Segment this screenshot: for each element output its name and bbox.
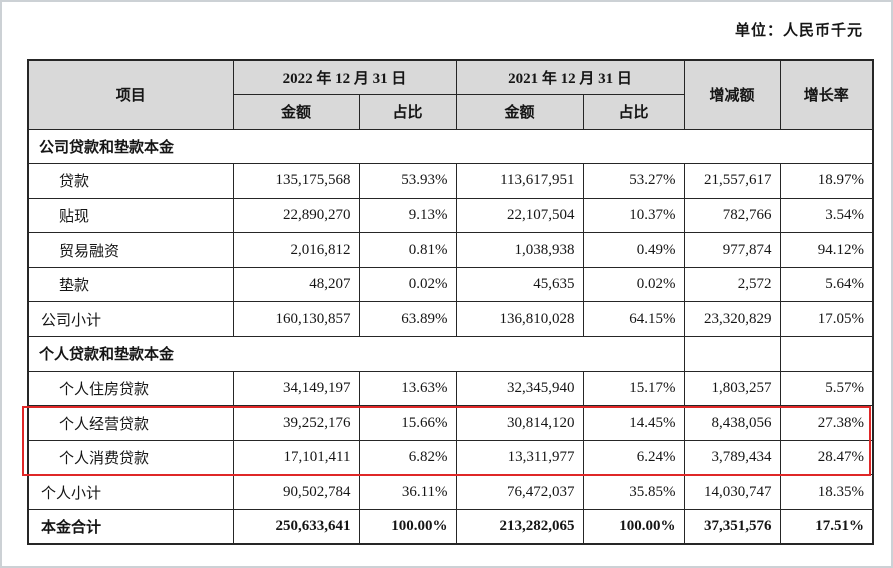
cell-change-amount: 21,557,617 — [683, 163, 781, 199]
cell-amount-2022: 90,502,784 — [232, 474, 360, 511]
cell-ratio-2021: 100.00% — [582, 509, 685, 545]
unit-label: 单位：人民币千元 — [734, 23, 863, 39]
cell-growth-rate: 28.47% — [779, 439, 874, 476]
cell-ratio-2022: 63.89% — [358, 301, 457, 338]
cell-amount-2021: 13,311,977 — [455, 439, 584, 476]
cell-amount-2022: 17,101,411 — [232, 439, 360, 476]
loan-principal-table: 项目 2022 年 12 月 31 日 2021 年 12 月 31 日 增减额… — [27, 59, 875, 546]
cell-ratio-2022: 13.63% — [358, 370, 457, 407]
row-label: 个人经营贷款 — [27, 405, 234, 441]
cell-ratio-2022: 100.00% — [358, 509, 457, 545]
header-amount-2021: 金额 — [455, 94, 584, 130]
cell-ratio-2021: 0.02% — [582, 266, 685, 303]
header-date-2021: 2021 年 12 月 31 日 — [455, 59, 685, 95]
cell-ratio-2021: 14.45% — [582, 405, 685, 441]
cell-change-amount: 977,874 — [683, 232, 781, 268]
row-label: 本金合计 — [27, 509, 234, 545]
cell-growth-rate: 94.12% — [779, 232, 874, 268]
cell-ratio-2022: 15.66% — [358, 405, 457, 441]
cell-growth-rate: 18.97% — [779, 163, 874, 199]
cell-ratio-2022: 36.11% — [358, 474, 457, 511]
cell-amount-2022: 39,252,176 — [232, 405, 360, 441]
cell-growth-rate: 3.54% — [779, 197, 874, 234]
header-date-2022: 2022 年 12 月 31 日 — [232, 59, 457, 95]
cell-amount-2022: 250,633,641 — [232, 509, 360, 545]
cell-ratio-2022: 53.93% — [358, 163, 457, 199]
cell-change-amount: 37,351,576 — [683, 509, 781, 545]
section-label: 公司贷款和垫款本金 — [27, 128, 874, 165]
cell-ratio-2021: 0.49% — [582, 232, 685, 268]
row-label: 垫款 — [27, 266, 234, 303]
header-item: 项目 — [27, 59, 234, 130]
cell-amount-2021: 45,635 — [455, 266, 584, 303]
cell-amount-2022: 22,890,270 — [232, 197, 360, 234]
cell-amount-2021: 113,617,951 — [455, 163, 584, 199]
table-row: 贸易融资 2,016,812 0.81% 1,038,938 0.49% 977… — [27, 232, 874, 268]
cell-amount-2022: 135,175,568 — [232, 163, 360, 199]
cell-amount-2021: 213,282,065 — [455, 509, 584, 545]
cell-amount-2021: 76,472,037 — [455, 474, 584, 511]
cell-ratio-2021: 53.27% — [582, 163, 685, 199]
cell-change-amount: 2,572 — [683, 266, 781, 303]
cell-change-amount: 1,803,257 — [683, 370, 781, 407]
empty-cell — [683, 336, 781, 372]
cell-amount-2021: 22,107,504 — [455, 197, 584, 234]
table-header: 项目 2022 年 12 月 31 日 2021 年 12 月 31 日 增减额… — [27, 59, 874, 130]
row-label: 贷款 — [27, 163, 234, 199]
subtotal-row-corporate: 公司小计 160,130,857 63.89% 136,810,028 64.1… — [27, 301, 874, 338]
cell-ratio-2021: 15.17% — [582, 370, 685, 407]
row-label: 贸易融资 — [27, 232, 234, 268]
cell-growth-rate: 17.51% — [779, 509, 874, 545]
total-row: 本金合计 250,633,641 100.00% 213,282,065 100… — [27, 509, 874, 545]
cell-ratio-2021: 35.85% — [582, 474, 685, 511]
cell-growth-rate: 27.38% — [779, 405, 874, 441]
cell-amount-2021: 1,038,938 — [455, 232, 584, 268]
cell-amount-2021: 136,810,028 — [455, 301, 584, 338]
section-row-corporate: 公司贷款和垫款本金 — [27, 128, 874, 165]
cell-change-amount: 782,766 — [683, 197, 781, 234]
cell-amount-2021: 32,345,940 — [455, 370, 584, 407]
cell-change-amount: 3,789,434 — [683, 439, 781, 476]
cell-amount-2021: 30,814,120 — [455, 405, 584, 441]
row-label: 个人小计 — [27, 474, 234, 511]
cell-growth-rate: 5.64% — [779, 266, 874, 303]
cell-amount-2022: 2,016,812 — [232, 232, 360, 268]
header-ratio-2021: 占比 — [582, 94, 685, 130]
header-amount-2022: 金额 — [232, 94, 360, 130]
cell-ratio-2021: 10.37% — [582, 197, 685, 234]
cell-growth-rate: 5.57% — [779, 370, 874, 407]
cell-change-amount: 23,320,829 — [683, 301, 781, 338]
cell-ratio-2022: 9.13% — [358, 197, 457, 234]
cell-change-amount: 14,030,747 — [683, 474, 781, 511]
table-row-highlighted: 个人消费贷款 17,101,411 6.82% 13,311,977 6.24%… — [27, 439, 874, 476]
empty-cell — [779, 336, 874, 372]
section-row-personal: 个人贷款和垫款本金 — [27, 336, 874, 372]
cell-ratio-2022: 0.02% — [358, 266, 457, 303]
row-label: 个人住房贷款 — [27, 370, 234, 407]
cell-ratio-2022: 6.82% — [358, 439, 457, 476]
table-row: 贷款 135,175,568 53.93% 113,617,951 53.27%… — [27, 163, 874, 199]
table-row-highlighted: 个人经营贷款 39,252,176 15.66% 30,814,120 14.4… — [27, 405, 874, 441]
cell-amount-2022: 160,130,857 — [232, 301, 360, 338]
cell-growth-rate: 18.35% — [779, 474, 874, 511]
cell-growth-rate: 17.05% — [779, 301, 874, 338]
subtotal-row-personal: 个人小计 90,502,784 36.11% 76,472,037 35.85%… — [27, 474, 874, 511]
section-label: 个人贷款和垫款本金 — [27, 336, 685, 372]
row-label: 个人消费贷款 — [27, 439, 234, 476]
cell-change-amount: 8,438,056 — [683, 405, 781, 441]
table-row: 贴现 22,890,270 9.13% 22,107,504 10.37% 78… — [27, 197, 874, 234]
header-growth-rate: 增长率 — [779, 59, 874, 130]
cell-ratio-2021: 64.15% — [582, 301, 685, 338]
header-change-amount: 增减额 — [683, 59, 781, 130]
cell-ratio-2022: 0.81% — [358, 232, 457, 268]
header-ratio-2022: 占比 — [358, 94, 457, 130]
cell-amount-2022: 48,207 — [232, 266, 360, 303]
table-row: 垫款 48,207 0.02% 45,635 0.02% 2,572 5.64% — [27, 266, 874, 303]
cell-ratio-2021: 6.24% — [582, 439, 685, 476]
row-label: 贴现 — [27, 197, 234, 234]
row-label: 公司小计 — [27, 301, 234, 338]
cell-amount-2022: 34,149,197 — [232, 370, 360, 407]
table-row: 个人住房贷款 34,149,197 13.63% 32,345,940 15.1… — [27, 370, 874, 407]
